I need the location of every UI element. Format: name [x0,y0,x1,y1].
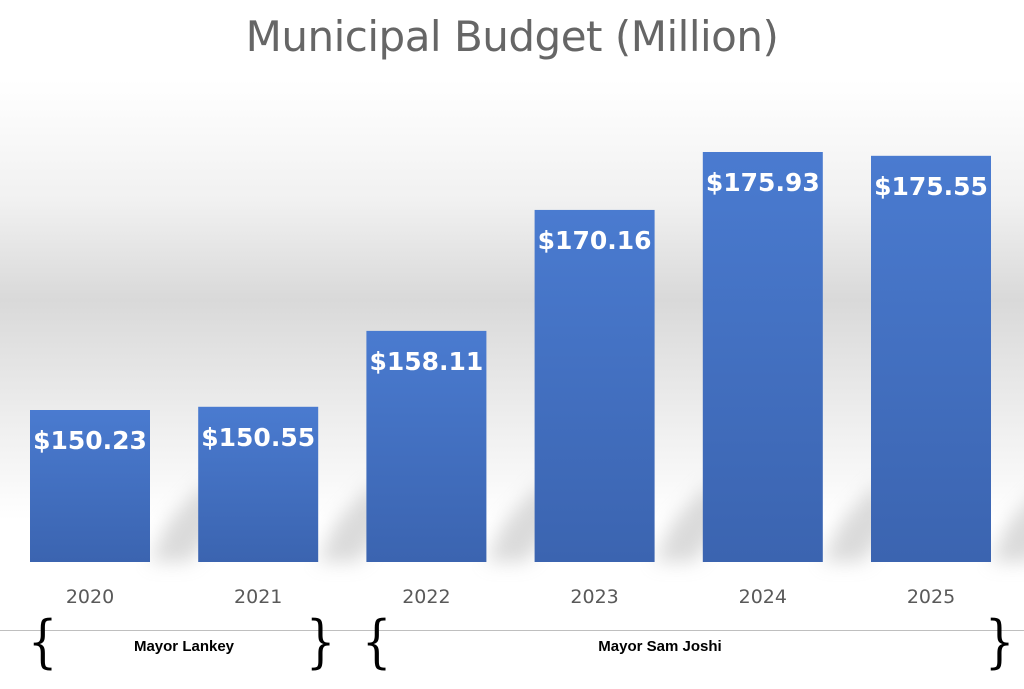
bar-chart: $150.23 $150.55 $158.11 $170.16 $175.93 $175.… [30,152,1024,608]
x-tick-2020: 2020 [66,586,114,608]
data-label-2025: $175.55 [874,172,988,201]
bar-2024 [702,152,823,562]
term-divider-line [0,630,1024,631]
term-label-lankey: Mayor Lankey [133,638,235,655]
term-bracket-right-1: } [306,607,336,675]
x-tick-2021: 2021 [234,586,282,608]
x-tick-2025: 2025 [907,586,955,608]
bar-2020 [30,410,150,562]
x-tick-2023: 2023 [570,586,618,608]
term-bracket-right-2: } [985,607,1015,675]
bar-2022 [366,330,487,562]
term-bracket-left-2: { [362,607,392,675]
data-label-2024: $175.93 [706,168,820,197]
x-tick-2024: 2024 [739,586,787,608]
term-bracket-left-1: { [28,607,58,675]
bar-2023 [534,209,655,563]
chart-title: Municipal Budget (Million) [245,12,779,61]
bar-2021 [198,406,319,562]
bar-shadow-2025 [991,505,1024,562]
data-label-2021: $150.55 [201,423,315,452]
term-label-joshi: Mayor Sam Joshi [598,638,722,655]
data-label-2020: $150.23 [33,426,147,455]
data-label-2022: $158.11 [369,347,483,376]
bar-2025 [871,155,991,562]
x-tick-2022: 2022 [402,586,450,608]
data-label-2023: $170.16 [538,226,652,255]
